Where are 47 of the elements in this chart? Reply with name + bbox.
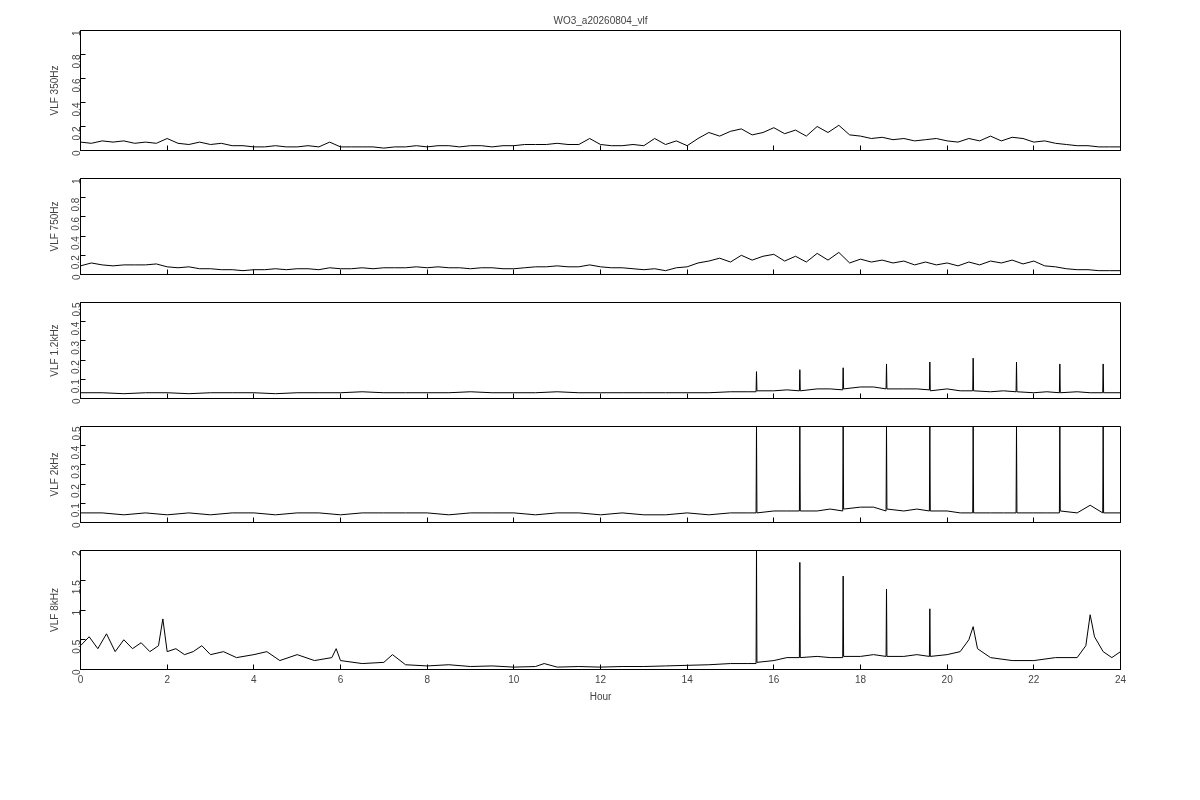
y-tick-label: 1.5	[70, 579, 82, 595]
y-tick-label: 0.3	[70, 340, 82, 355]
y-tick-label: 1	[70, 178, 82, 185]
y-tick-label: 0.2	[70, 126, 82, 141]
x-tick-label: 2	[164, 673, 171, 685]
x-tick-label: 8	[424, 673, 431, 685]
x-tick-label: 4	[251, 673, 258, 685]
y-tick-label: 0.2	[70, 483, 82, 498]
y-axis-title: VLF 2kHz	[48, 452, 60, 497]
y-tick-label: 0.1	[70, 378, 82, 394]
x-tick-label: 6	[337, 673, 344, 685]
x-tick-label: 12	[594, 673, 607, 685]
y-tick-label: 0.5	[70, 426, 82, 441]
y-axis-title: VLF 1.2kHz	[48, 324, 60, 377]
x-tick-label: 18	[854, 673, 867, 685]
y-tick-label: 0.6	[70, 216, 82, 231]
y-axis-title: VLF 8kHz	[48, 588, 60, 632]
y-tick-label: 1	[70, 30, 82, 37]
y-tick-label: 0.4	[70, 321, 82, 336]
x-tick-label: 10	[508, 673, 520, 685]
y-tick-label: 0	[70, 398, 82, 405]
x-axis-title: Hour	[589, 690, 613, 702]
y-tick-label: 0.4	[70, 102, 82, 117]
x-tick-label: 22	[1028, 673, 1040, 685]
y-tick-label: 2	[70, 550, 82, 557]
y-axis-title: VLF 350Hz	[48, 65, 60, 116]
y-tick-label: 0	[70, 274, 82, 281]
y-tick-label: 0.5	[70, 302, 82, 317]
x-tick-label: 14	[681, 673, 694, 685]
y-tick-label: 0.1	[70, 502, 82, 518]
y-tick-label: 0.3	[70, 464, 82, 479]
x-tick-label: 24	[1114, 673, 1127, 685]
y-tick-label: 0	[70, 522, 82, 529]
y-tick-label: 0	[70, 150, 82, 157]
x-tick-label: 20	[941, 673, 954, 685]
y-tick-label: 0.8	[70, 197, 82, 212]
y-tick-label: 1	[70, 609, 82, 616]
y-tick-label: 0.2	[70, 254, 82, 270]
y-tick-label: 0.6	[70, 78, 82, 93]
y-axis-title: VLF 750Hz	[48, 201, 60, 252]
y-tick-label: 0.8	[70, 54, 82, 69]
y-tick-label: 0.4	[70, 235, 82, 250]
x-tick-label: 16	[768, 673, 780, 685]
y-tick-label: 0.4	[70, 445, 82, 460]
y-tick-label: 0.2	[70, 359, 82, 374]
chart-title: WO3_a20260804_vlf	[553, 14, 648, 26]
y-tick-label: 0.5	[70, 639, 82, 654]
